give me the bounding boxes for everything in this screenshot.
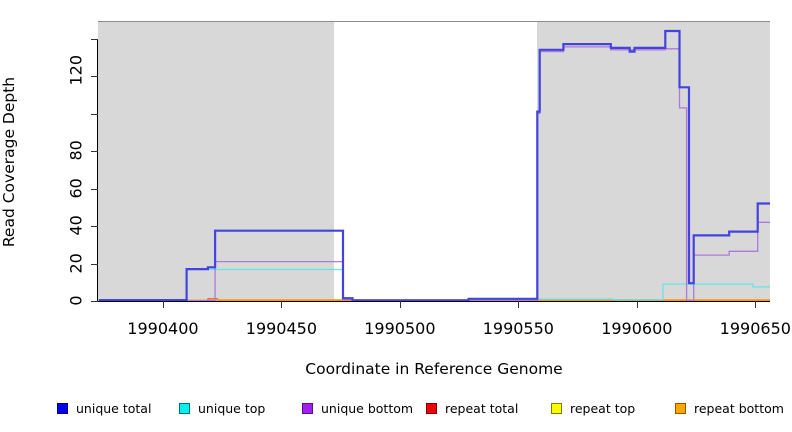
legend-swatch-icon bbox=[426, 402, 437, 414]
legend-swatch-icon bbox=[179, 402, 190, 414]
y-tick bbox=[91, 113, 98, 115]
x-tick bbox=[755, 301, 757, 308]
x-tick-label: 1990600 bbox=[601, 319, 673, 338]
x-tick bbox=[162, 301, 164, 308]
x-tick-label: 1990450 bbox=[245, 319, 318, 338]
x-tick-label: 1990500 bbox=[364, 319, 436, 338]
y-tick-label: 0 bbox=[66, 295, 86, 306]
plot-top-border bbox=[98, 21, 770, 22]
x-axis-title: Coordinate in Reference Genome bbox=[305, 360, 563, 378]
legend-item-repeat-total: repeat total bbox=[426, 398, 518, 418]
y-tick bbox=[91, 151, 98, 152]
x-tick-label: 1990400 bbox=[127, 319, 199, 338]
series-unique-total bbox=[98, 29, 770, 301]
x-tick bbox=[281, 301, 283, 308]
legend-swatch-icon bbox=[675, 402, 686, 414]
y-tick-label: 40 bbox=[66, 215, 86, 236]
y-tick-label: 80 bbox=[66, 140, 86, 161]
x-tick bbox=[636, 301, 638, 308]
legend-label: repeat top bbox=[570, 400, 636, 416]
y-tick bbox=[91, 301, 98, 302]
legend-swatch-icon bbox=[57, 402, 68, 414]
legend-item-unique-total: unique total bbox=[57, 398, 151, 418]
y-axis-line bbox=[97, 38, 99, 301]
y-tick-label: 60 bbox=[66, 177, 86, 198]
series-unique-top bbox=[98, 268, 770, 301]
legend-swatch-icon bbox=[551, 402, 562, 414]
x-tick-label: 1990650 bbox=[719, 319, 791, 338]
y-tick bbox=[91, 38, 98, 40]
y-axis-title: Read Coverage Depth bbox=[0, 76, 18, 248]
legend-item-repeat-top: repeat top bbox=[551, 398, 635, 418]
x-tick bbox=[518, 301, 520, 308]
y-tick bbox=[91, 188, 98, 190]
mask-region bbox=[537, 22, 770, 301]
x-tick-label: 1990550 bbox=[482, 319, 554, 338]
x-tick bbox=[399, 301, 401, 308]
y-tick bbox=[91, 226, 98, 227]
legend-item-unique-bottom: unique bottom bbox=[302, 398, 413, 418]
legend-item-repeat-bottom: repeat bottom bbox=[675, 398, 784, 418]
plot-area bbox=[98, 21, 770, 301]
series-unique-bottom bbox=[98, 46, 770, 301]
legend-label: unique top bbox=[198, 400, 266, 416]
legend-label: repeat bottom bbox=[694, 400, 784, 416]
legend: unique total unique top unique bottom repea… bbox=[0, 398, 792, 422]
legend-label: unique bottom bbox=[321, 400, 414, 416]
x-axis-line bbox=[98, 301, 770, 303]
legend-label: repeat total bbox=[445, 400, 519, 416]
y-tick bbox=[91, 263, 98, 265]
legend-swatch-icon bbox=[302, 402, 313, 414]
coverage-series-svg bbox=[98, 29, 770, 301]
legend-label: unique total bbox=[76, 400, 152, 416]
y-tick-label: 120 bbox=[66, 54, 86, 86]
y-tick bbox=[91, 76, 98, 77]
y-tick-label: 20 bbox=[66, 252, 86, 273]
legend-item-unique-top: unique top bbox=[179, 398, 265, 418]
